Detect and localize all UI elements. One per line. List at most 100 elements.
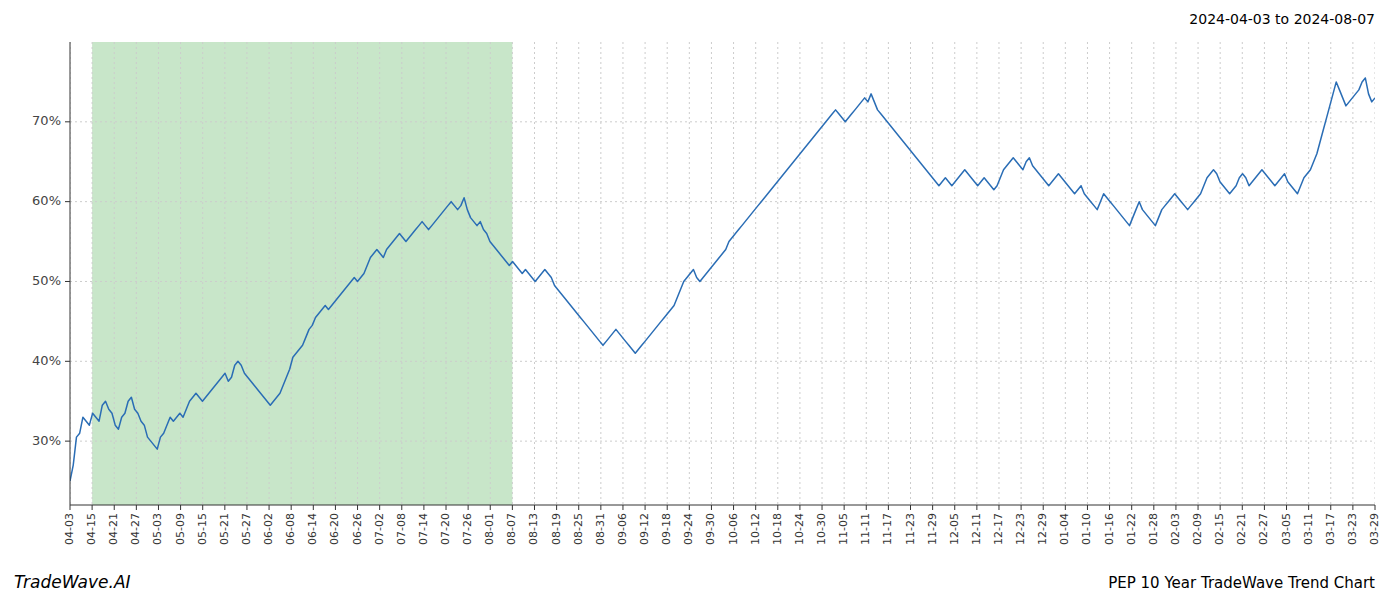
x-tick	[291, 505, 292, 510]
x-tick	[1131, 505, 1132, 510]
x-tick-label: 12-29	[1036, 513, 1049, 545]
y-tick	[65, 121, 70, 122]
x-tick	[645, 505, 646, 510]
grid-line-x	[1330, 42, 1331, 505]
x-tick-label: 07-08	[395, 513, 408, 545]
grid-line-y	[70, 361, 1375, 362]
grid-line-x	[578, 42, 579, 505]
x-tick-label: 12-23	[1014, 513, 1027, 545]
y-tick	[65, 201, 70, 202]
x-tick	[578, 505, 579, 510]
y-tick	[65, 281, 70, 282]
grid-line-x	[600, 42, 601, 505]
x-tick-label: 03-05	[1280, 513, 1293, 545]
x-tick	[733, 505, 734, 510]
x-tick	[1375, 505, 1376, 510]
x-tick-label: 09-06	[616, 513, 629, 545]
grid-line-y	[70, 201, 1375, 202]
x-tick	[667, 505, 668, 510]
x-tick	[335, 505, 336, 510]
x-tick-label: 01-10	[1080, 513, 1093, 545]
grid-line-x	[645, 42, 646, 505]
x-tick	[534, 505, 535, 510]
annotation: TradeWave.AI	[14, 572, 131, 592]
grid-line-x	[1308, 42, 1309, 505]
y-tick-label: 50%	[32, 273, 61, 288]
x-tick-label: 11-05	[837, 513, 850, 545]
grid-line-x	[269, 42, 270, 505]
grid-line-x	[932, 42, 933, 505]
x-tick-label: 06-20	[328, 513, 341, 545]
x-tick	[224, 505, 225, 510]
x-tick	[1264, 505, 1265, 510]
x-tick-label: 10-30	[815, 513, 828, 545]
grid-line-x	[910, 42, 911, 505]
grid-line-x	[755, 42, 756, 505]
grid-line-y	[70, 121, 1375, 122]
grid-line-y	[70, 281, 1375, 282]
x-tick-label: 03-11	[1302, 513, 1315, 545]
x-tick	[1198, 505, 1199, 510]
x-tick-label: 10-12	[749, 513, 762, 545]
x-tick	[600, 505, 601, 510]
grid	[70, 42, 1375, 505]
grid-line-x	[1375, 42, 1376, 505]
x-tick-label: 09-30	[704, 513, 717, 545]
grid-line-x	[92, 42, 93, 505]
x-tick	[888, 505, 889, 510]
grid-line-y	[70, 441, 1375, 442]
grid-line-x	[998, 42, 999, 505]
x-tick	[92, 505, 93, 510]
background	[0, 0, 1400, 600]
x-tick-label: 11-23	[904, 513, 917, 545]
x-tick	[468, 505, 469, 510]
x-tick-label: 09-12	[638, 513, 651, 545]
x-tick	[998, 505, 999, 510]
x-tick-label: 08-19	[550, 513, 563, 545]
grid-line-x	[1242, 42, 1243, 505]
x-tick	[1220, 505, 1221, 510]
x-tick-label: 05-03	[151, 513, 164, 545]
x-tick	[136, 505, 137, 510]
x-tick	[1109, 505, 1110, 510]
x-tick	[976, 505, 977, 510]
grid-line-x	[667, 42, 668, 505]
grid-line-x	[822, 42, 823, 505]
x-axis-line	[70, 505, 1375, 506]
grid-line-x	[446, 42, 447, 505]
x-tick	[556, 505, 557, 510]
x-tick-label: 08-13	[527, 513, 540, 545]
x-tick	[423, 505, 424, 510]
x-tick	[446, 505, 447, 510]
x-tick	[180, 505, 181, 510]
x-tick-label: 01-04	[1058, 513, 1071, 545]
grid-line-x	[622, 42, 623, 505]
x-tick-label: 04-21	[107, 513, 120, 545]
x-tick	[202, 505, 203, 510]
x-tick-label: 11-29	[926, 513, 939, 545]
x-tick	[357, 505, 358, 510]
y-tick-label: 30%	[32, 433, 61, 448]
x-tick	[711, 505, 712, 510]
x-tick-label: 06-08	[284, 513, 297, 545]
x-tick-label: 10-18	[771, 513, 784, 545]
grid-line-x	[1087, 42, 1088, 505]
x-tick	[313, 505, 314, 510]
grid-line-x	[888, 42, 889, 505]
x-tick-label: 05-15	[196, 513, 209, 545]
x-tick-label: 02-27	[1257, 513, 1270, 545]
x-tick	[114, 505, 115, 510]
grid-line-x	[423, 42, 424, 505]
grid-line-x	[490, 42, 491, 505]
grid-line-x	[1286, 42, 1287, 505]
grid-line-x	[1175, 42, 1176, 505]
x-tick-label: 12-05	[948, 513, 961, 545]
x-tick	[246, 505, 247, 510]
grid-line-x	[357, 42, 358, 505]
x-tick-label: 06-14	[306, 513, 319, 545]
subtitle: 2024-04-03 to 2024-08-07	[1189, 11, 1375, 27]
x-tick-label: 04-27	[129, 513, 142, 545]
grid-line-x	[1043, 42, 1044, 505]
x-tick-label: 12-17	[992, 513, 1005, 545]
x-tick-label: 08-01	[483, 513, 496, 545]
